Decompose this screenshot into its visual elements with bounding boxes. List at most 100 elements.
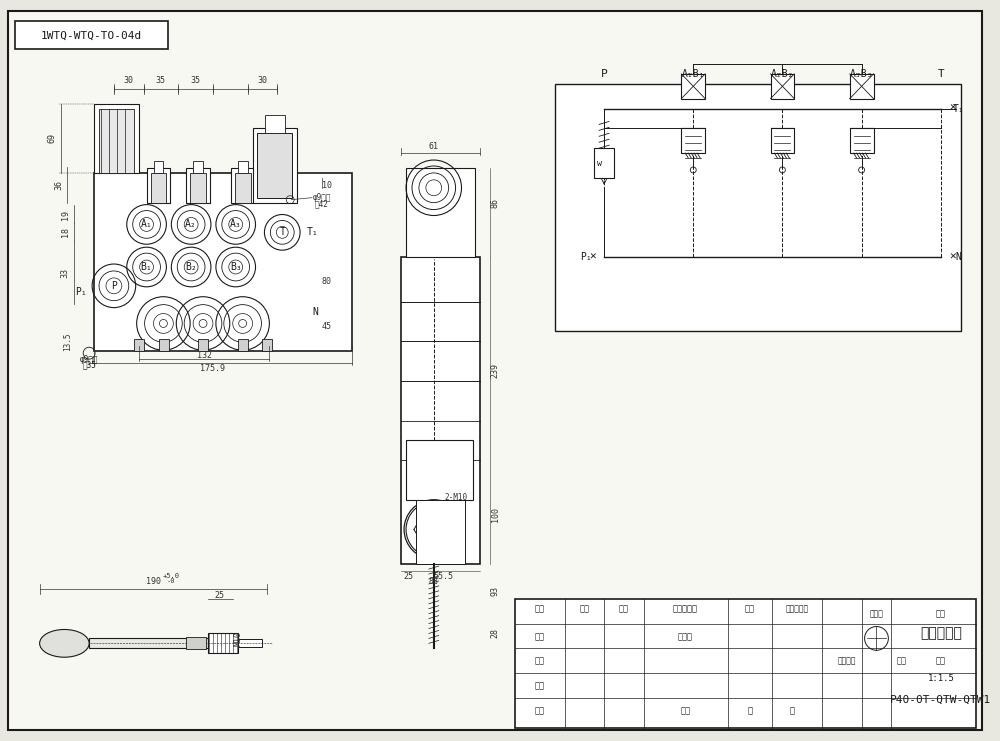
Text: A₂B₂: A₂B₂	[771, 69, 794, 79]
Text: 类型: 类型	[936, 609, 946, 618]
Text: 标准化: 标准化	[678, 632, 693, 641]
Text: 高42: 高42	[315, 199, 329, 208]
Text: 19: 19	[61, 210, 70, 219]
Bar	[262, 339, 272, 351]
Text: 69: 69	[48, 133, 57, 143]
Text: 1:1.5: 1:1.5	[927, 674, 954, 682]
Text: 93: 93	[491, 586, 500, 596]
Text: 2-M10: 2-M10	[444, 494, 467, 502]
Bar	[257, 133, 292, 198]
Text: ✕: ✕	[949, 251, 956, 261]
Text: ✕: ✕	[589, 251, 596, 261]
Bar	[151, 173, 166, 202]
Text: 张: 张	[790, 706, 795, 715]
Text: 三联多路阀: 三联多路阀	[920, 626, 962, 640]
Bar	[681, 74, 705, 99]
Text: 标记: 标记	[535, 604, 545, 614]
Bar	[850, 74, 874, 99]
Text: 25: 25	[403, 571, 413, 580]
Text: 重量: 重量	[896, 657, 906, 665]
Bar	[208, 634, 238, 654]
Text: 45: 45	[322, 322, 332, 331]
Bar	[401, 257, 480, 564]
Text: 分区: 分区	[619, 604, 629, 614]
Circle shape	[404, 499, 463, 559]
Text: 共: 共	[747, 706, 752, 715]
Text: 30: 30	[124, 76, 134, 85]
Bar	[99, 108, 134, 173]
Text: 签名: 签名	[745, 604, 755, 614]
Text: 审核: 审核	[535, 682, 545, 691]
Bar	[406, 168, 475, 257]
Text: 86: 86	[491, 198, 500, 207]
Text: P: P	[111, 281, 117, 290]
Bar	[406, 440, 473, 499]
Text: 30: 30	[257, 76, 267, 85]
Text: T₁: T₁	[307, 227, 319, 237]
Text: 年、月、日: 年、月、日	[786, 604, 809, 614]
Text: 36: 36	[54, 180, 63, 190]
Text: -0: -0	[167, 578, 176, 584]
Text: N: N	[956, 252, 962, 262]
Bar	[416, 499, 465, 564]
Text: P: P	[601, 69, 608, 79]
Text: B₃: B₃	[230, 262, 242, 272]
Text: 61: 61	[429, 142, 439, 150]
Bar	[681, 128, 705, 153]
Text: 18: 18	[61, 227, 70, 237]
Text: A₁: A₁	[141, 219, 152, 230]
Text: B₁: B₁	[141, 262, 152, 272]
Bar	[186, 637, 206, 649]
Bar	[147, 168, 170, 202]
Bar	[515, 599, 976, 728]
Bar	[154, 161, 163, 173]
Text: 校对: 校对	[535, 657, 545, 665]
Bar	[198, 339, 208, 351]
Bar	[15, 21, 168, 49]
Bar	[193, 161, 203, 173]
Text: A₂: A₂	[185, 219, 197, 230]
Text: M10: M10	[233, 631, 242, 646]
Bar	[771, 74, 794, 99]
Text: N: N	[312, 307, 318, 316]
Bar	[159, 339, 169, 351]
Text: +5.0: +5.0	[163, 573, 180, 579]
Text: 1WTQ-WTQ-TO-04d: 1WTQ-WTQ-TO-04d	[40, 30, 142, 40]
Text: A₁B₁: A₁B₁	[682, 69, 705, 79]
Text: P₁: P₁	[580, 252, 592, 262]
Text: A₃: A₃	[230, 219, 242, 230]
Text: w: w	[597, 159, 602, 167]
Text: 批准: 批准	[680, 706, 690, 715]
Text: ✕: ✕	[949, 102, 956, 113]
Bar	[235, 173, 251, 202]
Bar	[94, 104, 139, 173]
Text: 13.5: 13.5	[63, 332, 72, 350]
Text: 设计: 设计	[535, 632, 545, 641]
Text: 239: 239	[491, 364, 500, 379]
Text: P₁: P₁	[75, 287, 87, 296]
Bar	[238, 639, 262, 648]
Text: P40-0T-QTW-QTW1: P40-0T-QTW-QTW1	[890, 695, 991, 705]
Bar	[134, 339, 144, 351]
Ellipse shape	[40, 630, 89, 657]
Text: φ9通孔: φ9通孔	[80, 355, 98, 364]
Text: 80: 80	[322, 277, 332, 286]
Bar	[771, 128, 794, 153]
Text: 55.5: 55.5	[434, 571, 454, 580]
Text: 工艺: 工艺	[535, 706, 545, 715]
Bar	[555, 84, 961, 331]
Text: A₃B₃: A₃B₃	[850, 69, 873, 79]
Text: 高35: 高35	[82, 361, 96, 370]
Text: 处数: 处数	[579, 604, 589, 614]
Text: 35: 35	[155, 76, 165, 85]
Bar	[850, 128, 874, 153]
Text: T: T	[937, 69, 944, 79]
Text: T: T	[279, 227, 285, 237]
Text: B₂: B₂	[185, 262, 197, 272]
Text: 比例: 比例	[936, 657, 946, 665]
Text: 静良标记: 静良标记	[838, 657, 856, 665]
Text: 版本号: 版本号	[870, 609, 883, 618]
Text: 190: 190	[146, 577, 161, 586]
Text: 25: 25	[215, 591, 225, 600]
Text: 35: 35	[190, 76, 200, 85]
